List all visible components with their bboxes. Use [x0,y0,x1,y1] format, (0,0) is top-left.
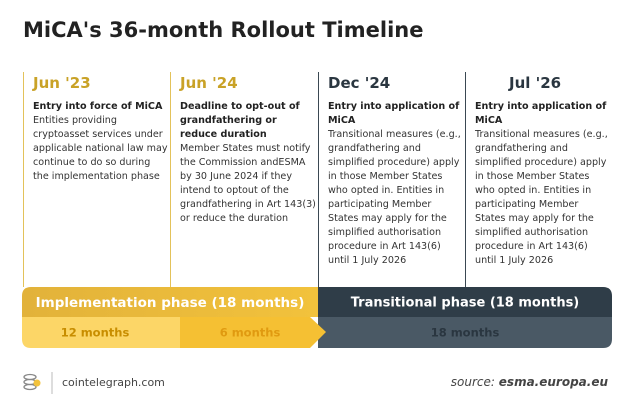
milestone-date: Dec '24 [328,74,391,92]
milestone-body: Member States must notify the Commission… [180,143,316,224]
timeline-column: Jun '23 Entry into force of MiCA Entities … [23,72,169,287]
milestone-heading: Deadline to opt-out of grandfathering or… [180,101,300,140]
timeline-column: Dec '24 Entry into application of MiCA Tra… [318,72,464,287]
timeline-column: Jul '26 Entry into application of MiCA Tra… [465,72,611,287]
milestone-body: Entities providing cryptoasset services … [33,115,168,182]
duration-label: 6 months [220,326,281,340]
milestone-date: Jul '26 [509,74,562,92]
milestone-body: Transitional measures (e.g., grandfather… [328,129,461,266]
implementation-bar [22,287,318,317]
timeline-column: Jun '24 Deadline to opt-out of grandfathe… [170,72,316,287]
milestone-heading: Entry into application of MiCA [475,101,607,126]
duration-label: 12 months [61,326,130,340]
milestone-heading: Entry into application of MiCA [328,101,460,126]
source-prefix: source: [450,375,495,389]
duration-label: 18 months [431,326,500,340]
milestone-body: Transitional measures (e.g., grandfather… [475,129,608,266]
duration-12-bar [22,317,180,348]
phase-label: Implementation phase (18 months) [36,295,305,311]
source: source: esma.europa.eu [451,375,608,389]
title: MiCA's 36-month Rollout Timeline [23,18,424,42]
transitional-bar [318,287,612,317]
milestone-date: Jun '24 [180,74,238,92]
duration-6-bar [180,317,326,348]
site: cointelegraph.com [62,376,165,389]
logo-icon [23,373,41,391]
duration-18-bar [318,317,612,348]
milestone-date: Jun '23 [33,74,91,92]
phase-label: Transitional phase (18 months) [351,296,580,311]
source-site: esma.europa.eu [498,375,608,389]
milestone-heading: Entry into force of MiCA [33,101,163,112]
